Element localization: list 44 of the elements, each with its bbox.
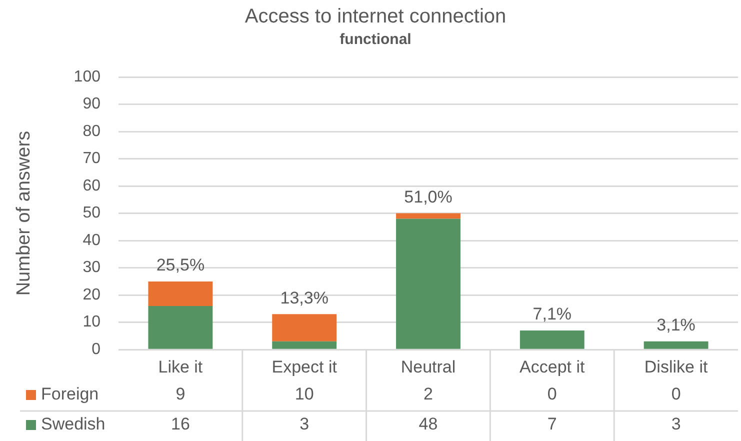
annotation: 51,0%: [404, 187, 452, 206]
y-tick-label: 50: [82, 204, 101, 222]
y-tick-label: 40: [82, 232, 101, 249]
annotation: 3,1%: [656, 316, 696, 335]
annotation: 7,1%: [532, 304, 572, 324]
x-tick-label: Expect it: [272, 357, 338, 376]
bar: [272, 341, 337, 349]
legend-label: Swedish: [41, 414, 106, 434]
data-label: 7: [547, 414, 557, 434]
y-tick-label: 100: [74, 68, 101, 86]
x-tick-label: Like it: [158, 357, 203, 376]
y-tick-label: 80: [82, 122, 101, 140]
y-axis-title: Number of answers: [14, 130, 35, 296]
annotation: 13,3%: [280, 288, 328, 308]
data-label: 48: [418, 414, 438, 434]
chart-subtitle: functional: [340, 31, 412, 48]
y-tick-label: 70: [82, 150, 101, 168]
y-tick-label: 20: [82, 286, 101, 304]
y-tick-label: 10: [82, 314, 101, 331]
x-tick-label: Neutral: [400, 357, 456, 376]
y-tick-label: 90: [82, 96, 101, 113]
bar: [644, 341, 708, 349]
chart-title: Access to internet connection: [244, 6, 506, 28]
bar: [520, 330, 584, 349]
data-label: 2: [424, 384, 433, 404]
data-label: 0: [671, 384, 681, 404]
bar: [396, 213, 460, 219]
bar: [148, 306, 213, 349]
y-tick-label: 30: [82, 259, 101, 276]
data-label: 10: [294, 384, 314, 404]
data-label: 9: [176, 384, 186, 404]
annotation: 25,5%: [156, 256, 205, 275]
bar: [396, 218, 460, 349]
legend-label: Foreign: [41, 384, 99, 404]
bar: [272, 314, 337, 342]
x-tick-label: Dislike it: [644, 357, 708, 376]
y-tick-label: 0: [92, 341, 101, 358]
y-tick-label: 60: [82, 177, 101, 194]
data-label: 3: [671, 414, 681, 434]
bar: [148, 281, 213, 306]
data-label: 16: [170, 414, 190, 434]
data-label: 0: [547, 384, 557, 404]
data-label: 3: [300, 414, 310, 434]
x-tick-label: Accept it: [520, 357, 586, 376]
